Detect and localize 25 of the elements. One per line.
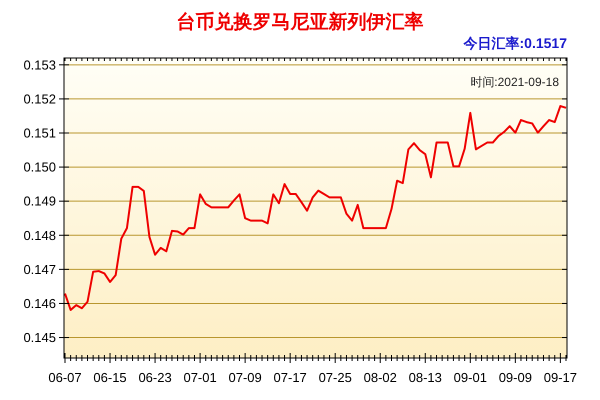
y-tick-label: 0.146 (23, 296, 56, 312)
y-tick-label: 0.145 (23, 330, 56, 346)
y-tick-label: 0.153 (23, 57, 56, 72)
x-tick-label: 09-17 (544, 370, 577, 385)
y-tick-label: 0.147 (23, 262, 56, 277)
x-tick-label: 06-07 (48, 370, 82, 385)
x-tick-label: 06-15 (93, 370, 127, 385)
x-tick-label: 07-17 (274, 370, 307, 385)
y-tick-label: 0.150 (23, 160, 56, 175)
x-tick-label: 06-23 (138, 370, 172, 385)
x-tick-label: 09-01 (454, 370, 487, 385)
x-tick-label: 08-13 (408, 370, 442, 385)
text: 今日汇率:0.1517 (462, 35, 568, 51)
y-tick-label: 0.152 (23, 91, 56, 106)
y-tick-label: 0.148 (23, 228, 56, 243)
annotation: 时间:2021-09-18 (470, 75, 560, 89)
y-tick-label: 0.149 (23, 194, 56, 209)
x-tick-label: 09-09 (498, 370, 532, 385)
x-tick-label: 07-01 (183, 370, 217, 385)
x-tick-label: 08-02 (364, 370, 397, 385)
line-series (64, 105, 567, 311)
chart-title: 台币兑换罗马尼亚新列伊汇率 (176, 11, 424, 33)
x-tick-label: 07-09 (228, 370, 262, 385)
x-tick-label: 07-25 (318, 370, 352, 385)
y-tick-label: 0.151 (23, 126, 56, 141)
